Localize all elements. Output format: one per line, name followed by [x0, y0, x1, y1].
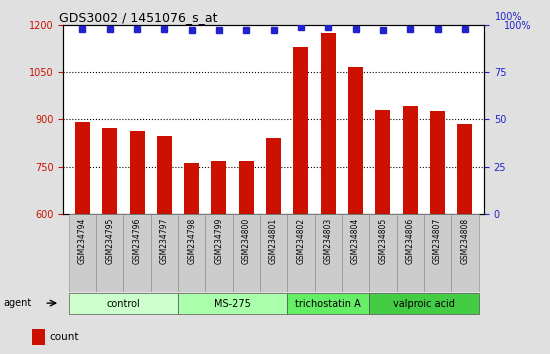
- Text: GSM234800: GSM234800: [242, 218, 251, 264]
- Text: trichostatin A: trichostatin A: [295, 298, 361, 309]
- Bar: [69, 293, 178, 314]
- Bar: [430, 111, 445, 354]
- Bar: [205, 214, 233, 292]
- Text: GSM234808: GSM234808: [460, 218, 469, 264]
- Text: GSM234802: GSM234802: [296, 218, 305, 264]
- Bar: [424, 214, 451, 292]
- Bar: [369, 214, 397, 292]
- Text: GSM234796: GSM234796: [133, 218, 141, 264]
- Bar: [397, 214, 424, 292]
- Bar: [369, 293, 478, 314]
- Bar: [266, 138, 281, 354]
- Text: control: control: [107, 298, 140, 309]
- Text: GSM234805: GSM234805: [378, 218, 387, 264]
- Text: valproic acid: valproic acid: [393, 298, 455, 309]
- Text: MS-275: MS-275: [214, 298, 251, 309]
- Text: 100%: 100%: [496, 12, 523, 22]
- Text: GSM234797: GSM234797: [160, 218, 169, 264]
- Bar: [458, 124, 472, 354]
- Bar: [376, 110, 390, 354]
- Bar: [75, 122, 90, 354]
- Bar: [96, 214, 123, 292]
- Text: GDS3002 / 1451076_s_at: GDS3002 / 1451076_s_at: [59, 11, 218, 24]
- Text: GSM234801: GSM234801: [269, 218, 278, 264]
- Y-axis label: 100%: 100%: [504, 21, 531, 31]
- Bar: [287, 214, 315, 292]
- Bar: [287, 293, 369, 314]
- Bar: [403, 106, 418, 354]
- Text: GSM234799: GSM234799: [214, 218, 223, 264]
- Text: count: count: [50, 332, 79, 342]
- Bar: [294, 47, 309, 354]
- Bar: [239, 161, 254, 354]
- Bar: [151, 214, 178, 292]
- Bar: [123, 214, 151, 292]
- Bar: [178, 214, 205, 292]
- Bar: [129, 131, 145, 354]
- Text: GSM234807: GSM234807: [433, 218, 442, 264]
- Text: GSM234806: GSM234806: [406, 218, 415, 264]
- Text: GSM234803: GSM234803: [324, 218, 333, 264]
- Bar: [157, 136, 172, 354]
- Bar: [102, 128, 117, 354]
- Text: GSM234794: GSM234794: [78, 218, 87, 264]
- Bar: [211, 161, 227, 354]
- Bar: [69, 214, 96, 292]
- Bar: [178, 293, 287, 314]
- Bar: [32, 329, 45, 345]
- Bar: [451, 214, 478, 292]
- Bar: [233, 214, 260, 292]
- Text: GSM234804: GSM234804: [351, 218, 360, 264]
- Bar: [315, 214, 342, 292]
- Text: agent: agent: [3, 298, 31, 308]
- Bar: [184, 163, 199, 354]
- Bar: [348, 67, 363, 354]
- Text: GSM234795: GSM234795: [105, 218, 114, 264]
- Bar: [342, 214, 369, 292]
- Text: GSM234798: GSM234798: [187, 218, 196, 264]
- Bar: [260, 214, 287, 292]
- Bar: [321, 33, 336, 354]
